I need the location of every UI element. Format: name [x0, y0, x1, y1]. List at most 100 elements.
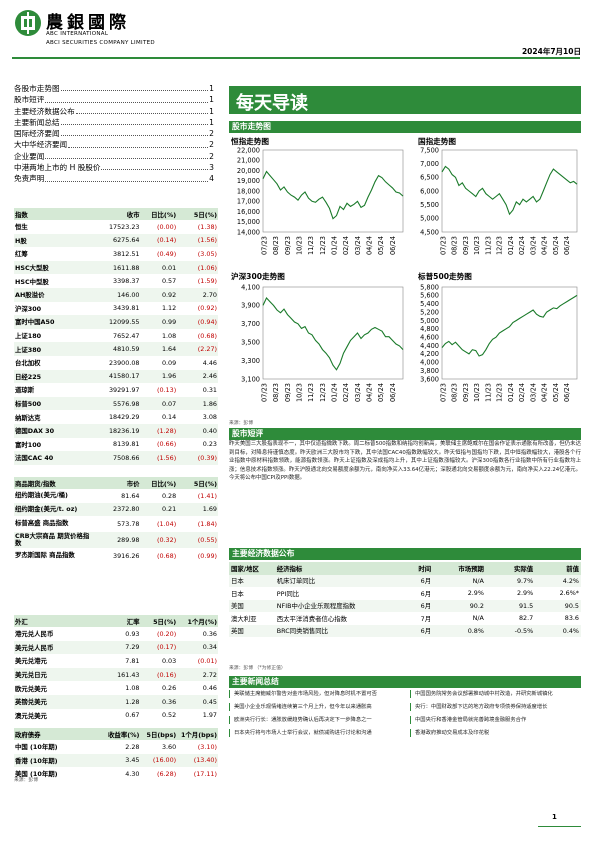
- toc-item[interactable]: 中港两地上市的 H 股股价 3: [14, 162, 214, 173]
- x-tick-label: 10/23: [473, 236, 481, 255]
- table-row: 美元兑人民币 7.29 (0.17) 0.34: [14, 640, 218, 655]
- x-tick-label: 06/24: [563, 236, 571, 255]
- column-header: 指数: [14, 208, 96, 220]
- toc-item-title: 企业要闻: [14, 151, 45, 161]
- column-header: 收益率(%): [95, 728, 141, 740]
- cell-value: 3812.51: [113, 249, 140, 258]
- row-label: 中国 (10年期): [15, 743, 58, 752]
- chart-sp500: 5,8005,6005,4005,2005,0004,8004,6004,400…: [420, 283, 578, 402]
- y-tick-label: 4,800: [420, 325, 439, 333]
- x-tick-label: 07/23: [439, 383, 447, 402]
- column-header: 外汇: [14, 615, 96, 627]
- cell-value: PPI同比: [276, 589, 300, 598]
- bonds-table: 政府债券 收益率(%) 5日(bps) 1个月(bps) 中国 (10年期) 2.28 3.…: [14, 728, 218, 781]
- toc-item-page: 1: [209, 95, 214, 105]
- cell-value: 1.64: [140, 342, 178, 356]
- cell-value: 1.96: [140, 369, 178, 384]
- cell-value: 6月: [397, 624, 434, 637]
- chart-title-hscei: 国指走势图: [418, 137, 456, 146]
- toc-leader: [60, 128, 209, 137]
- news-item[interactable]: 美联储主席鲍威尔警告对金市场风险，但对降息时机不置可否: [229, 690, 399, 698]
- y-tick-label: 3,500: [241, 339, 260, 347]
- x-tick-label: 06/24: [389, 236, 397, 255]
- column-header: 国家/地区: [229, 562, 275, 575]
- cell-value: 7月: [420, 614, 432, 623]
- news-item[interactable]: 央行：中国财政部下达的地方政府专项债券保持适度增长: [410, 703, 580, 711]
- cell-value: (0.94): [177, 315, 218, 329]
- series-line: [262, 170, 404, 220]
- row-label: 日经225: [14, 369, 96, 384]
- y-tick-label: 7,000: [420, 160, 439, 168]
- cell-value: 0.67: [125, 711, 140, 720]
- row-label: 上证180: [15, 332, 42, 341]
- cell-value: 0.23: [202, 440, 217, 449]
- y-tick-label: 17,000: [237, 198, 260, 206]
- cell-value: 8139.81: [113, 440, 140, 449]
- toc-item-page: 1: [209, 84, 214, 93]
- x-tick-label: 06/24: [563, 383, 571, 402]
- y-tick-label: 22,000: [237, 146, 260, 154]
- y-tick-label: 5,200: [420, 308, 439, 316]
- cell-value: (3.05): [197, 249, 217, 258]
- toc-item[interactable]: 企业要闻 2: [14, 151, 214, 162]
- x-tick-label: 12/23: [319, 236, 327, 255]
- cell-value: 0.26: [161, 684, 177, 693]
- y-tick-label: 5,400: [420, 300, 439, 308]
- section-header-econ: 主要经济数据公布: [229, 548, 581, 560]
- column-header: 5日(%): [177, 477, 218, 489]
- section-header-charts: 股市走势图: [229, 121, 581, 133]
- table-row: 澳大利亚 西太平洋消费者信心指数 7月 N/A 82.7 83.6: [229, 612, 581, 625]
- cell-value: 18429.29: [108, 413, 140, 422]
- cell-value: 1.08: [125, 684, 140, 693]
- news-item[interactable]: 中国国务院常务会议部署推动城中村改造，并研究新城镇化: [410, 690, 580, 698]
- news-item[interactable]: 美国小企业乐观情绪连续第三个月上升，但今年以来通胀高: [229, 703, 399, 711]
- x-tick-label: 09/23: [462, 236, 470, 255]
- x-tick-label: 10/23: [473, 383, 481, 402]
- cell-value: 39291.97: [108, 385, 140, 394]
- news-item[interactable]: 欧洲央行行长：通胀放缓趋势确认后再决定下一步降息之一: [229, 716, 399, 724]
- toc-item[interactable]: 各股市走势图 1: [14, 83, 214, 94]
- cell-value: (0.92): [197, 304, 217, 313]
- news-item[interactable]: 日本央行将与市场人士举行会议，就债减购进行讨论和沟通: [229, 729, 399, 737]
- toc-item-title: 中港两地上市的 H 股股价: [14, 163, 101, 173]
- cell-value: 2.70: [177, 287, 218, 302]
- table-row: 罗杰斯国际 商品指数 3916.26 (0.68) (0.99): [14, 548, 218, 564]
- table-row: 中国 (10年期) 2.28 3.60 (3.10): [14, 740, 218, 754]
- cell-value: 2.6%*: [559, 589, 579, 598]
- toc-item[interactable]: 国际经济要闻 2: [14, 128, 214, 139]
- news-item[interactable]: 香港政府推动交易成本及印花税: [410, 729, 580, 737]
- row-label: 德国DAX 30: [14, 423, 96, 438]
- toc-item[interactable]: 股市短评 1: [14, 94, 214, 105]
- x-tick-label: 12/23: [319, 383, 327, 402]
- toc-item[interactable]: 主要经济数据公布 1: [14, 106, 214, 117]
- table-header-row: 商品期货/指数 市价 日比(%) 5日(%): [14, 477, 218, 489]
- table-row: AH股溢价 146.00 0.92 2.70: [14, 287, 218, 302]
- cell-value: (0.20): [156, 629, 177, 638]
- table-row: 美国 NFIB中小企业乐观程度指数 6月 90.2 91.5 90.5: [229, 599, 581, 612]
- table-source: 来源：彭博: [14, 778, 38, 783]
- table-row: 美元兑港元 7.81 0.03 (0.01): [14, 654, 218, 668]
- market-commentary: 昨天美国三大股指表现不一，其中仅道指微跌下跌。周二标普500指数和纳指均创新高，…: [229, 441, 581, 482]
- cell-value: 91.5: [485, 599, 536, 612]
- column-header: 经济指标: [274, 562, 398, 575]
- toc-leader: [45, 94, 209, 103]
- cell-value: (0.17): [140, 640, 178, 655]
- abc-logo-icon: [15, 10, 41, 36]
- cell-value: (0.32): [140, 532, 178, 549]
- cell-value: 0.8%: [433, 624, 486, 637]
- cell-value: (0.68): [197, 331, 217, 340]
- toc-item[interactable]: 大中华经济要闻 2: [14, 139, 214, 150]
- toc-item[interactable]: 免责声明 4: [14, 173, 214, 184]
- table-row: 美国 (10年期) 4.30 (6.28) (17.11): [14, 767, 218, 781]
- news-item[interactable]: 中国央行和香港金管局就完善跨境金融服务合作: [410, 716, 580, 724]
- table-row: 恒生 17523.23 (0.00) (1.38): [14, 220, 218, 234]
- y-tick-label: 18,000: [237, 187, 260, 195]
- x-tick-label: 01/24: [507, 236, 515, 255]
- toc-item[interactable]: 主要新闻总结 1: [14, 117, 214, 128]
- cell-value: (17.11): [193, 769, 217, 778]
- cell-value: 41580.17: [95, 369, 141, 384]
- toc-item-page: 3: [209, 163, 214, 173]
- table-row: 德国DAX 30 18236.19 (1.28) 0.40: [14, 423, 218, 438]
- cell-value: 英国: [229, 624, 275, 637]
- row-label: 上证380: [14, 342, 96, 356]
